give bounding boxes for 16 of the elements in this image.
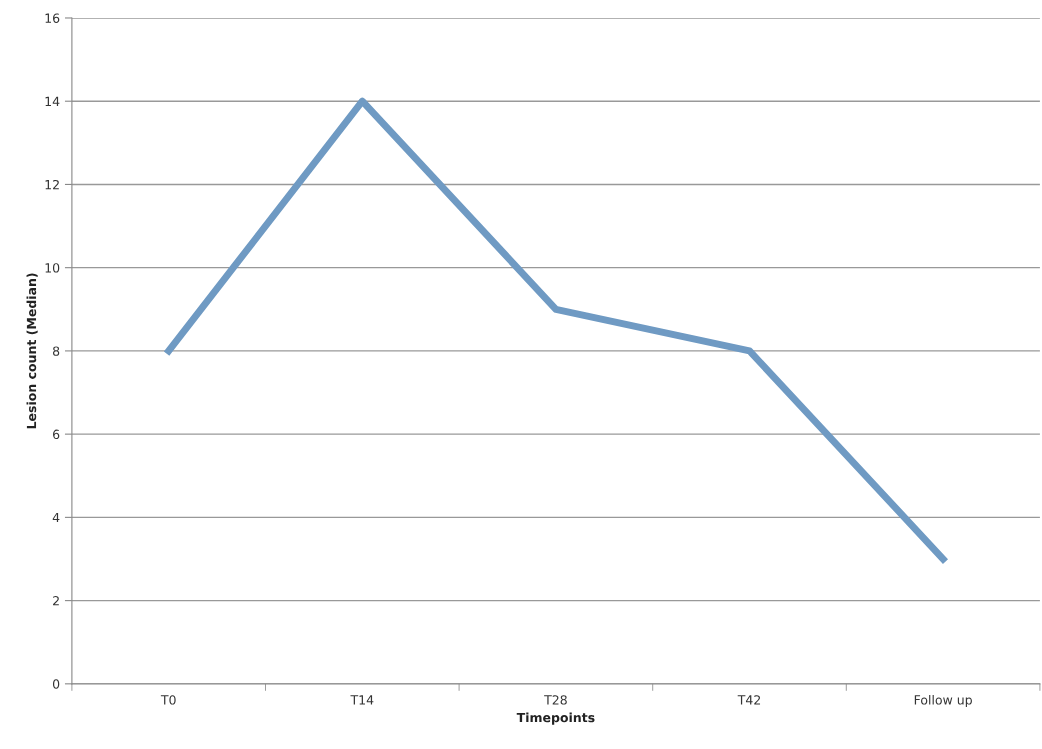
y-tick-label: 12	[45, 179, 59, 190]
y-tick-label: 2	[53, 596, 59, 606]
x-axis-title: Timepoints	[516, 712, 595, 725]
y-axis-title: Lesion count (Median)	[26, 273, 38, 429]
y-tick-label: 6	[53, 429, 60, 440]
x-tick-label: Follow up	[914, 694, 972, 708]
x-tick-label: T28	[544, 695, 567, 705]
x-tick-label: T14	[350, 695, 374, 705]
y-tick-label: 4	[52, 513, 60, 523]
y-tick-label: 14	[45, 96, 60, 106]
x-tick-label: T0	[160, 695, 176, 705]
y-tick-label: 8	[52, 346, 60, 356]
y-tick-label: 10	[45, 263, 60, 273]
y-tick-label: 16	[45, 13, 60, 23]
x-tick-label: T42	[737, 695, 761, 705]
y-tick-label: 0	[52, 679, 60, 689]
